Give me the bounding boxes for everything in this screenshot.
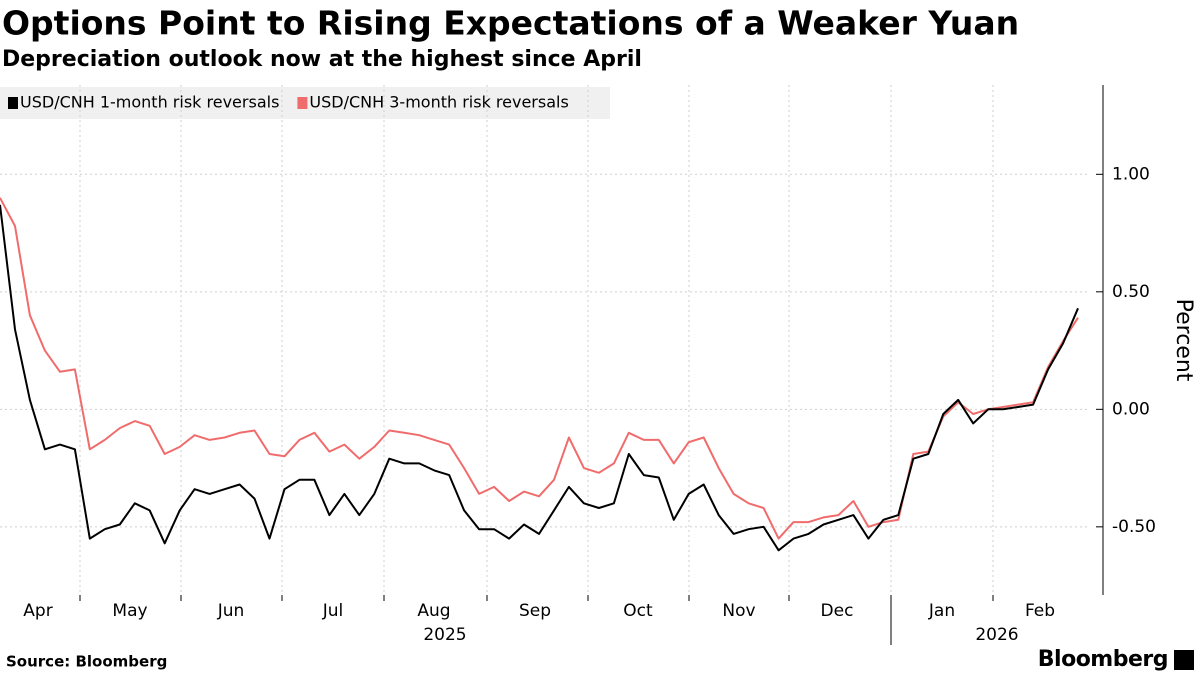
x-tick-label: Aug	[417, 601, 450, 621]
source: Source: Bloomberg	[6, 653, 167, 671]
legend-label: USD/CNH 1-month risk reversals	[20, 93, 279, 112]
x-tick-label: May	[112, 601, 147, 621]
x-tick-label: Apr	[23, 601, 52, 621]
x-tick-label: Nov	[722, 601, 755, 621]
x-tick-label: Feb	[1025, 601, 1055, 621]
legend-swatch	[297, 97, 308, 109]
x-year-label: 2025	[423, 625, 466, 645]
chart-subtitle: Depreciation outlook now at the highest …	[2, 47, 642, 72]
y-tick-label: 0.50	[1112, 282, 1150, 302]
y-axis-label: Percent	[1171, 299, 1196, 382]
legend-label: USD/CNH 3-month risk reversals	[309, 93, 568, 112]
brand-icon	[1174, 650, 1194, 670]
series-line	[0, 204, 1079, 552]
chart-title: Options Point to Rising Expectations of …	[2, 4, 1019, 43]
x-tick-label: Dec	[821, 601, 854, 621]
y-tick-label: -0.50	[1112, 517, 1156, 537]
legend-swatch	[8, 97, 18, 109]
brand: Bloomberg	[1038, 647, 1168, 672]
x-tick-label: Jan	[928, 601, 955, 621]
series-line	[0, 197, 1079, 540]
x-tick-label: Jul	[322, 601, 344, 621]
y-tick-label: 1.00	[1112, 164, 1150, 184]
x-tick-label: Oct	[623, 601, 653, 621]
x-year-label: 2026	[975, 625, 1018, 645]
y-tick-label: 0.00	[1112, 399, 1150, 419]
x-tick-label: Jun	[217, 601, 245, 621]
x-tick-label: Sep	[519, 601, 551, 621]
